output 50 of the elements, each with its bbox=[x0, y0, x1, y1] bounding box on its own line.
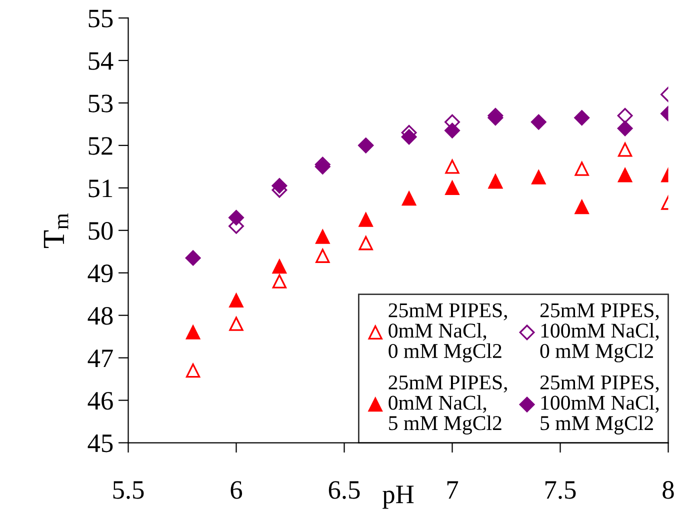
point bbox=[228, 210, 244, 226]
x-tick-label: 6 bbox=[230, 481, 242, 499]
point bbox=[574, 162, 589, 176]
point bbox=[186, 325, 200, 340]
point bbox=[532, 170, 546, 184]
point bbox=[530, 114, 546, 130]
y-tick-label: 52 bbox=[88, 137, 112, 155]
point bbox=[272, 274, 287, 288]
point bbox=[618, 142, 632, 157]
point bbox=[617, 108, 633, 124]
y-tick-label: 47 bbox=[88, 350, 113, 367]
point bbox=[272, 259, 287, 274]
point bbox=[617, 120, 633, 136]
y-tick-label: 49 bbox=[88, 264, 113, 282]
x-tick-label: 7 bbox=[447, 481, 458, 499]
x-axis-title: pH bbox=[382, 486, 414, 509]
point bbox=[445, 180, 460, 195]
point bbox=[185, 250, 201, 266]
point bbox=[402, 191, 416, 206]
y-tick-label: 50 bbox=[88, 222, 113, 240]
legend-label: 25mM PIPES, 0mM NaCl, 0 mM MgCl2 bbox=[388, 303, 507, 362]
point bbox=[618, 168, 632, 182]
point bbox=[229, 293, 244, 308]
point bbox=[316, 248, 330, 263]
point bbox=[186, 363, 200, 378]
y-tick-label: 46 bbox=[88, 392, 113, 410]
point bbox=[401, 129, 417, 145]
y-tick-label: 48 bbox=[88, 306, 113, 325]
legend-label: 25mM PIPES, 100mM NaCl, 5 mM MgCl2 bbox=[540, 375, 659, 434]
x-tick-label: 6.5 bbox=[328, 481, 360, 499]
y-tick-label: 53 bbox=[88, 94, 113, 112]
y-tick-label: 51 bbox=[88, 180, 112, 198]
point bbox=[272, 178, 288, 194]
x-tick-label: 7.5 bbox=[545, 481, 576, 499]
point bbox=[229, 316, 244, 331]
y-tick-label: 45 bbox=[88, 434, 113, 452]
x-tick-label: 5.5 bbox=[113, 481, 144, 499]
point bbox=[358, 212, 373, 227]
x-tick-label: 8 bbox=[662, 481, 674, 499]
y-axis-title: T$_{m}$ bbox=[44, 213, 68, 248]
point bbox=[445, 160, 460, 174]
point bbox=[574, 200, 589, 214]
point bbox=[444, 122, 460, 138]
point bbox=[358, 236, 373, 250]
y-tick-label: 55 bbox=[88, 10, 113, 28]
y-tick-label: 54 bbox=[88, 52, 114, 70]
point bbox=[574, 110, 590, 126]
legend-label: 25mM PIPES, 100mM NaCl, 0 mM MgCl2 bbox=[540, 303, 659, 362]
point bbox=[316, 230, 330, 244]
legend-label: 25mM PIPES, 0mM NaCl, 5 mM MgCl2 bbox=[388, 375, 507, 434]
